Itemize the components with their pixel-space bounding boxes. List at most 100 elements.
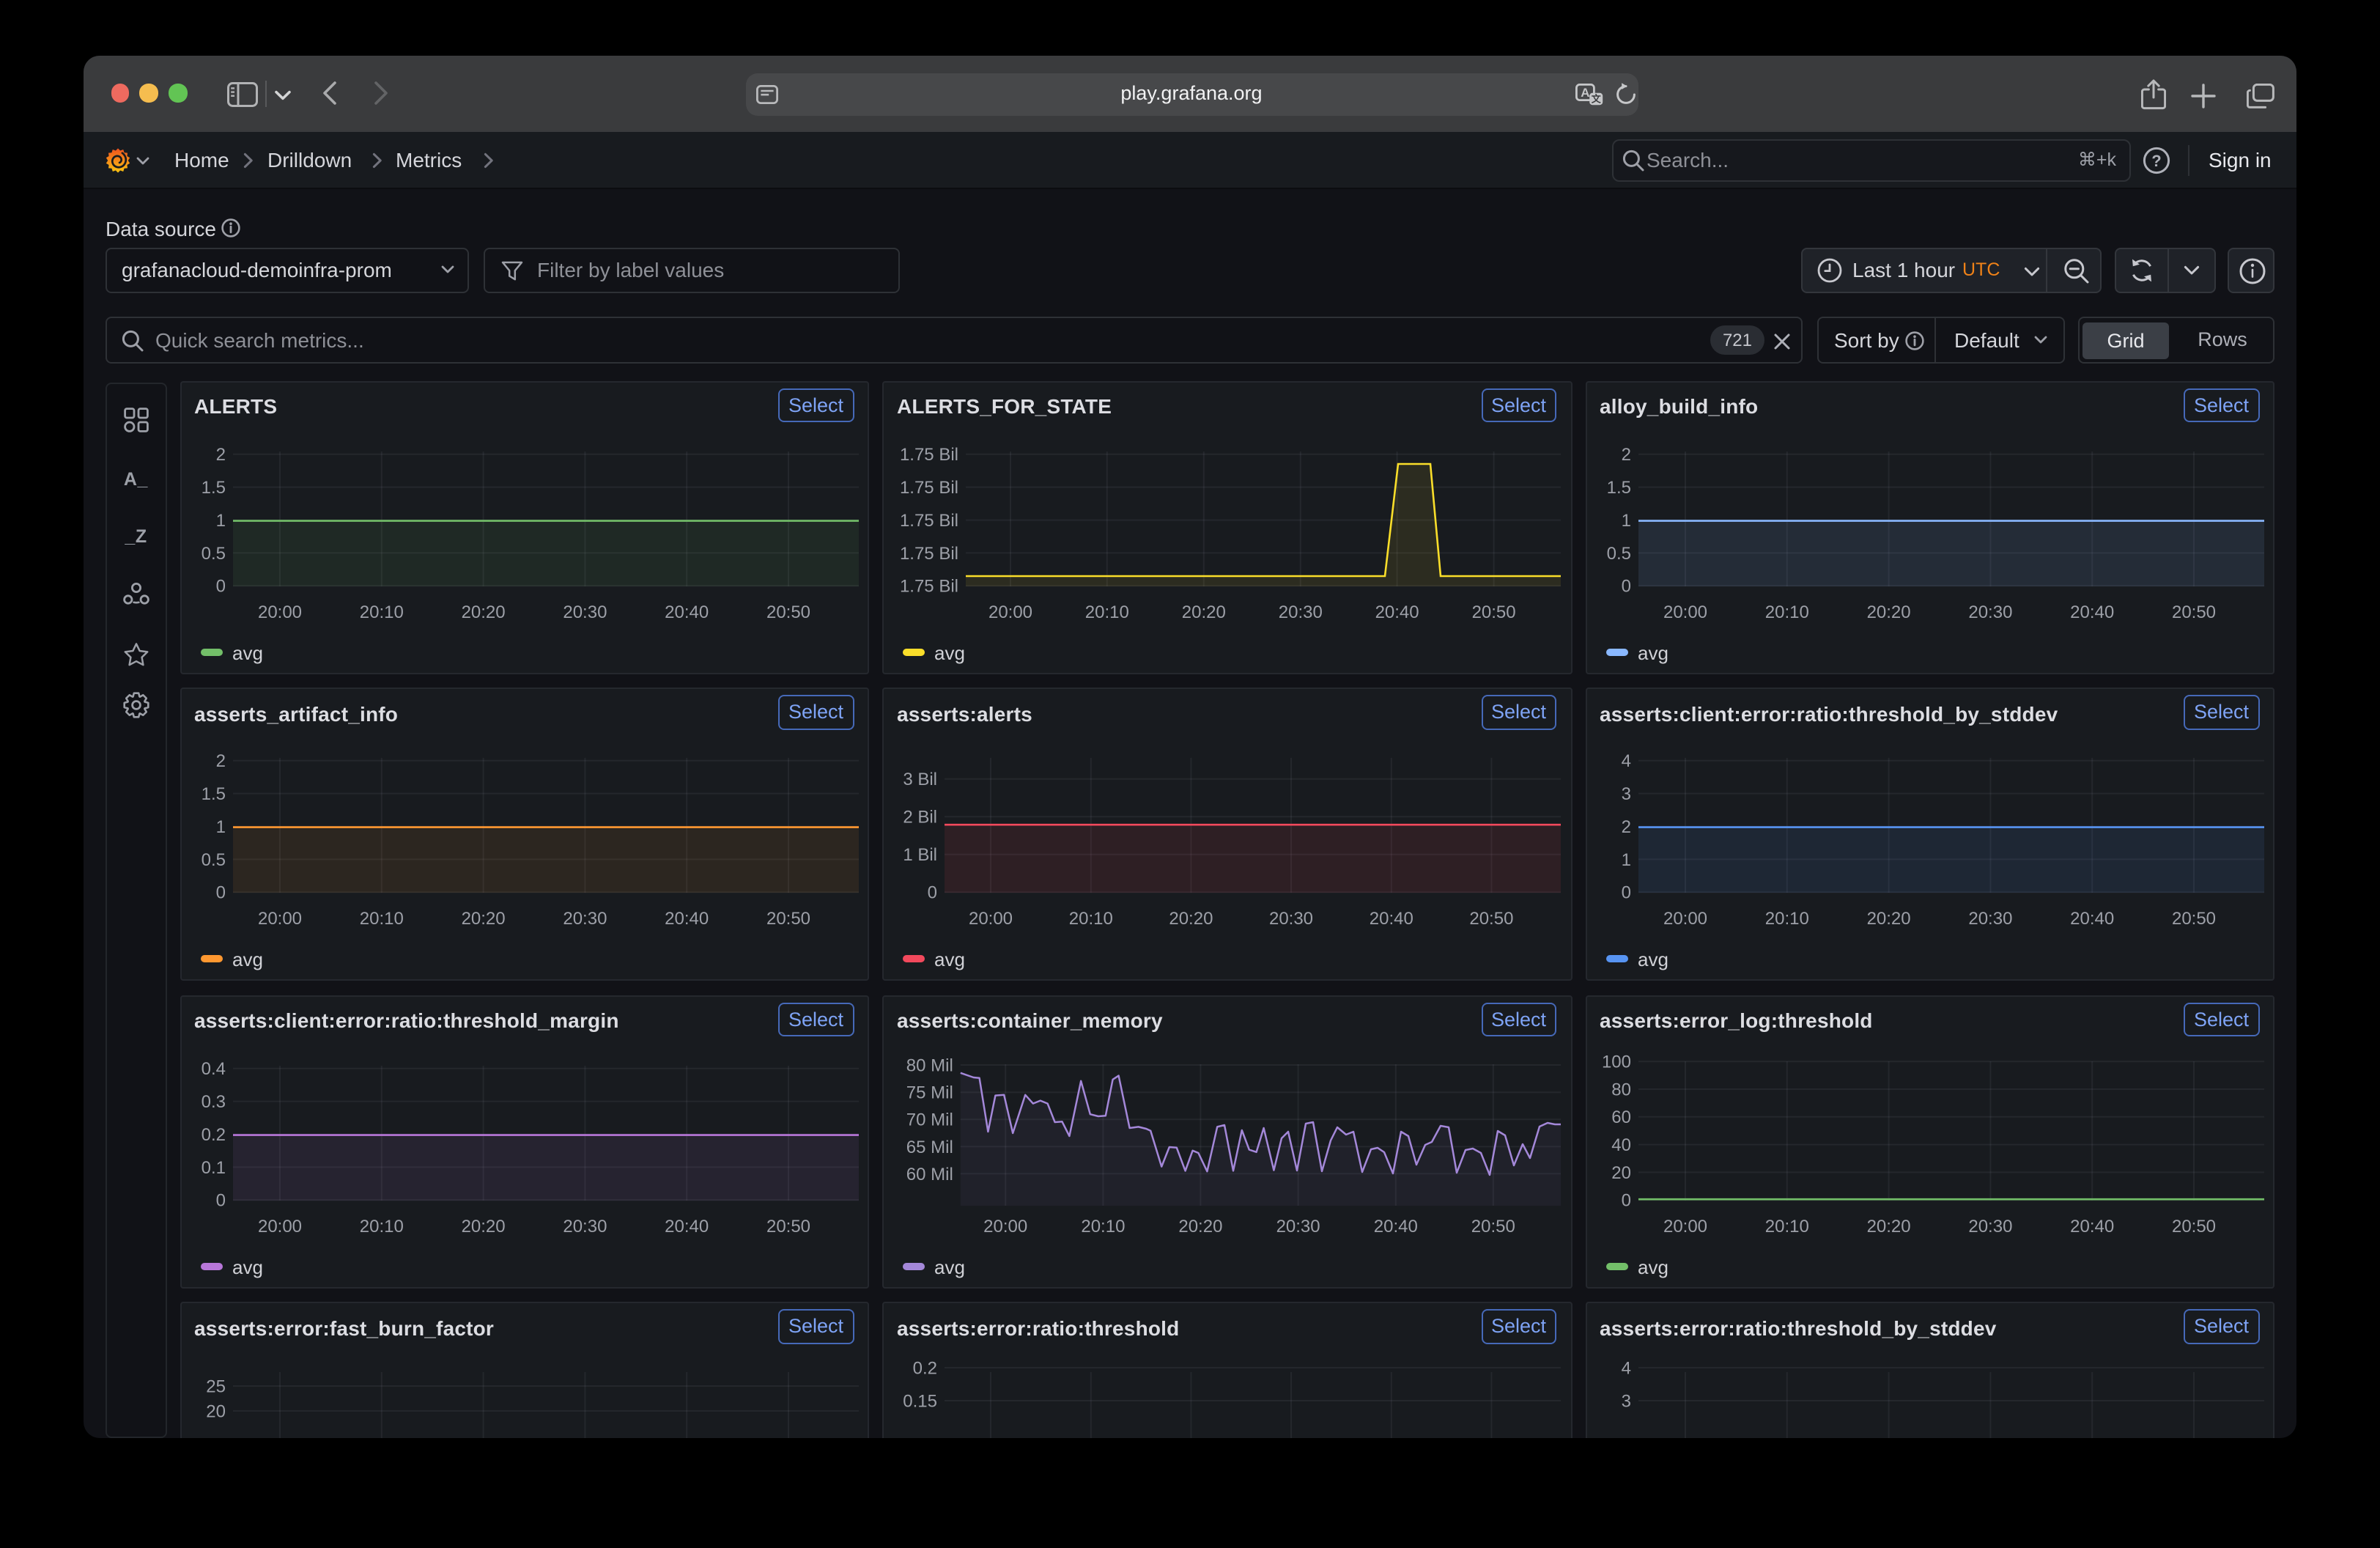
svg-text:20:50: 20:50	[2171, 1216, 2215, 1236]
svg-text:4: 4	[1621, 1358, 1630, 1378]
svg-text:20:10: 20:10	[359, 1216, 403, 1236]
svg-text:1.5: 1.5	[201, 477, 225, 497]
svg-text:0.3: 0.3	[201, 1091, 225, 1111]
svg-text:1.75 Bil: 1.75 Bil	[900, 444, 958, 464]
svg-text:?: ?	[2151, 152, 2160, 170]
svg-text:20:10: 20:10	[1764, 909, 1808, 929]
svg-text:2 Bil: 2 Bil	[903, 808, 937, 828]
svg-text:20:50: 20:50	[766, 909, 810, 929]
svg-text:0.5: 0.5	[201, 543, 225, 563]
svg-text:2: 2	[1621, 444, 1630, 464]
svg-text:20:40: 20:40	[664, 1216, 708, 1236]
svg-text:70 Mil: 70 Mil	[906, 1110, 953, 1129]
svg-text:20:30: 20:30	[562, 909, 606, 929]
svg-text:2: 2	[215, 444, 225, 464]
svg-text:2: 2	[215, 751, 225, 771]
svg-text:1.5: 1.5	[201, 784, 225, 804]
svg-text:1: 1	[215, 817, 225, 837]
svg-text:2: 2	[1621, 817, 1630, 837]
svg-text:1: 1	[1621, 850, 1630, 870]
svg-text:20:10: 20:10	[1764, 602, 1808, 622]
svg-text:20:00: 20:00	[969, 909, 1013, 929]
svg-text:20:40: 20:40	[1375, 602, 1419, 622]
svg-text:1.75 Bil: 1.75 Bil	[900, 543, 958, 563]
svg-text:20: 20	[205, 1401, 225, 1421]
svg-text:1: 1	[1621, 510, 1630, 530]
svg-text:20:30: 20:30	[562, 602, 606, 622]
svg-text:0.5: 0.5	[1606, 543, 1630, 563]
svg-text:25: 25	[205, 1376, 225, 1396]
svg-text:20:00: 20:00	[1663, 909, 1707, 929]
svg-text:20:10: 20:10	[1081, 1216, 1125, 1236]
svg-text:20:20: 20:20	[1866, 602, 1910, 622]
svg-text:0.2: 0.2	[913, 1358, 937, 1378]
svg-text:3: 3	[1621, 1391, 1630, 1411]
svg-text:20:50: 20:50	[766, 602, 810, 622]
svg-text:1: 1	[215, 510, 225, 530]
svg-text:100: 100	[1601, 1052, 1630, 1072]
svg-text:60: 60	[1611, 1107, 1630, 1127]
svg-text:20:30: 20:30	[1279, 602, 1323, 622]
svg-text:20:50: 20:50	[1472, 602, 1516, 622]
svg-text:0: 0	[1621, 576, 1630, 596]
svg-text:20:20: 20:20	[461, 1216, 505, 1236]
svg-text:avg: avg	[934, 641, 965, 663]
svg-text:avg: avg	[1637, 641, 1668, 663]
svg-text:20:40: 20:40	[664, 909, 708, 929]
svg-text:20:30: 20:30	[1967, 1216, 2011, 1236]
svg-text:0: 0	[215, 576, 225, 596]
svg-text:20:10: 20:10	[1069, 909, 1113, 929]
svg-text:20:10: 20:10	[359, 909, 403, 929]
svg-text:20:00: 20:00	[1663, 1216, 1707, 1236]
svg-text:avg: avg	[232, 1256, 262, 1278]
svg-text:文: 文	[1591, 94, 1601, 105]
svg-text:A: A	[1580, 86, 1589, 100]
svg-text:20:40: 20:40	[2069, 1216, 2113, 1236]
svg-text:20:40: 20:40	[1370, 909, 1413, 929]
svg-text:20:40: 20:40	[2069, 909, 2113, 929]
svg-text:0: 0	[928, 883, 937, 903]
svg-text:20:10: 20:10	[1764, 1216, 1808, 1236]
svg-text:0.5: 0.5	[201, 850, 225, 870]
svg-text:20:00: 20:00	[1663, 602, 1707, 622]
svg-text:1.75 Bil: 1.75 Bil	[900, 477, 958, 497]
svg-text:20:20: 20:20	[1182, 602, 1226, 622]
svg-text:0.15: 0.15	[903, 1391, 937, 1411]
svg-text:avg: avg	[232, 641, 262, 663]
svg-text:20:00: 20:00	[257, 1216, 301, 1236]
svg-text:0.4: 0.4	[201, 1058, 225, 1078]
svg-text:3: 3	[1621, 784, 1630, 804]
svg-text:0: 0	[1621, 1190, 1630, 1210]
svg-text:20:20: 20:20	[1178, 1216, 1222, 1236]
svg-text:0.1: 0.1	[201, 1157, 225, 1177]
svg-text:avg: avg	[934, 948, 965, 970]
svg-text:20:50: 20:50	[2171, 909, 2215, 929]
svg-text:1.75 Bil: 1.75 Bil	[900, 510, 958, 530]
svg-text:0: 0	[1621, 883, 1630, 903]
svg-text:20:30: 20:30	[1276, 1216, 1320, 1236]
svg-text:20:40: 20:40	[2069, 602, 2113, 622]
svg-text:65 Mil: 65 Mil	[906, 1137, 953, 1157]
svg-text:20:20: 20:20	[1866, 909, 1910, 929]
svg-text:20:20: 20:20	[461, 602, 505, 622]
svg-text:3 Bil: 3 Bil	[903, 770, 937, 789]
svg-text:0: 0	[215, 1190, 225, 1210]
svg-text:20:50: 20:50	[766, 1216, 810, 1236]
svg-text:0: 0	[215, 883, 225, 903]
svg-text:20:20: 20:20	[1169, 909, 1213, 929]
svg-text:20:00: 20:00	[257, 909, 301, 929]
svg-text:80 Mil: 80 Mil	[906, 1055, 953, 1075]
svg-text:20:00: 20:00	[983, 1216, 1027, 1236]
svg-text:1.5: 1.5	[1606, 477, 1630, 497]
svg-text:20:50: 20:50	[1471, 1216, 1515, 1236]
svg-text:20:30: 20:30	[1269, 909, 1313, 929]
svg-text:20:00: 20:00	[988, 602, 1032, 622]
svg-text:20:40: 20:40	[664, 602, 708, 622]
svg-text:20:30: 20:30	[562, 1216, 606, 1236]
svg-text:0.2: 0.2	[201, 1124, 225, 1144]
svg-text:20:00: 20:00	[257, 602, 301, 622]
svg-text:20:40: 20:40	[1374, 1216, 1418, 1236]
svg-text:avg: avg	[934, 1256, 965, 1278]
svg-text:avg: avg	[232, 948, 262, 970]
svg-text:20: 20	[1611, 1162, 1630, 1182]
